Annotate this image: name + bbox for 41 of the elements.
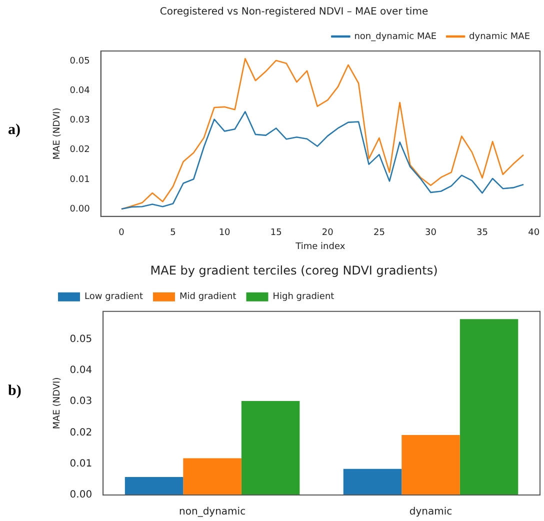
y-tick-label: 0.02 [70,427,92,438]
y-tick-label: 0.00 [70,204,90,214]
y-tick-label: 0.03 [70,116,90,126]
x-tick-label: 40 [528,228,540,238]
x-tick-label: 35 [476,228,488,238]
x-tick-label: 30 [425,228,437,238]
x-tick-label: dynamic [409,506,452,518]
legend-label: non_dynamic MAE [354,32,437,42]
y-axis-title: MAE (NDVI) [52,377,63,430]
legend-label: Low gradient [84,292,144,302]
y-tick-label: 0.01 [70,458,92,470]
y-tick-label: 0.05 [70,56,90,66]
y-tick-label: 0.04 [70,86,90,96]
y-tick-label: 0.01 [70,174,90,185]
y-tick-label: 0.05 [70,334,92,345]
text: b) [8,383,22,400]
x-tick-label: 10 [218,228,231,238]
legend-label: dynamic MAE [469,32,530,42]
x-tick-label: non_dynamic [179,506,246,518]
x-tick-label: 5 [170,228,176,238]
x-tick-label: 15 [270,228,282,238]
y-tick-label: 0.03 [70,396,92,408]
bar [241,401,300,495]
y-tick-label: 0.00 [70,490,92,501]
x-tick-label: 0 [118,228,125,238]
x-tick-label: 25 [373,228,385,238]
y-tick-label: 0.04 [70,365,92,376]
bar [460,319,518,495]
y-axis-title: MAE (NDVI) [52,108,63,160]
legend-label: Mid gradient [179,292,237,302]
bar [402,434,460,495]
x-axis-title: Time index [294,242,346,252]
bar [343,468,402,495]
bar [124,476,184,495]
y-tick-label: 0.02 [70,145,90,156]
text: a) [8,122,20,139]
bar [183,458,242,495]
chart-title: Coregistered vs Non-registered NDVI – MAE over time [160,6,428,18]
legend-label: High gradient [272,292,335,302]
chart-title: MAE by gradient terciles (coreg NDVI gradients) [150,263,438,278]
x-tick-label: 20 [322,228,334,238]
